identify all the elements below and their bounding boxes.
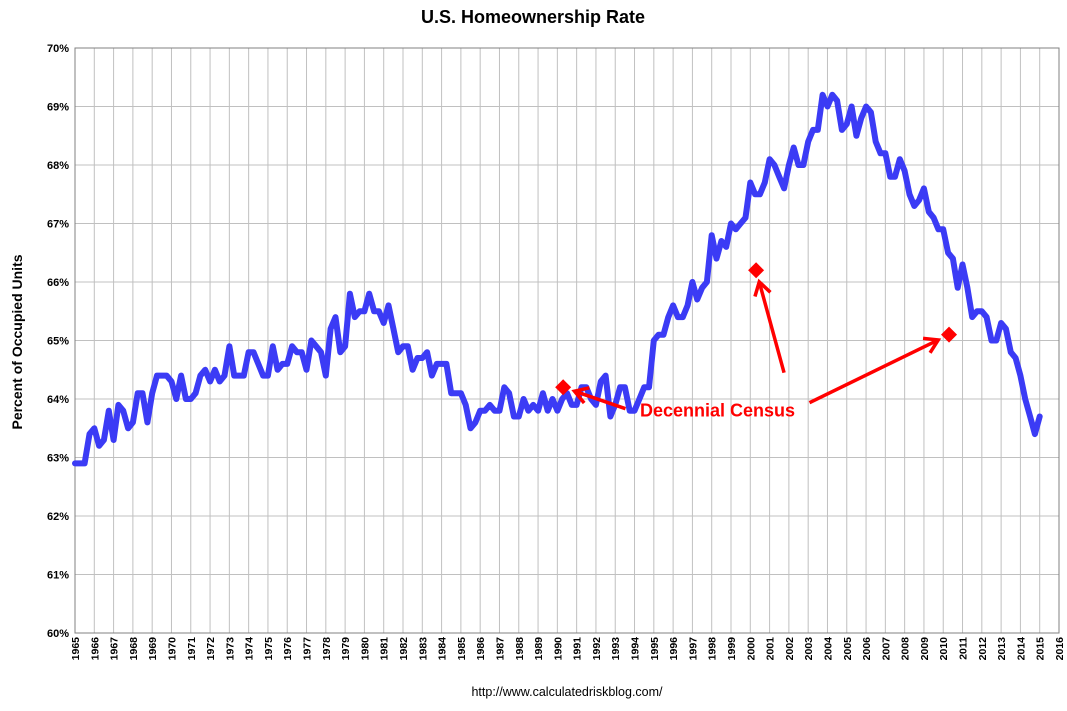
x-tick-label: 2011 bbox=[958, 637, 970, 660]
x-tick-label: 1977 bbox=[302, 637, 314, 661]
x-tick-label: 1990 bbox=[552, 637, 564, 661]
x-tick-label: 2003 bbox=[803, 637, 815, 661]
x-tick-label: 2009 bbox=[919, 637, 931, 661]
annotation-arrow-head bbox=[571, 386, 590, 405]
x-tick-label: 1972 bbox=[205, 637, 217, 661]
x-tick-label: 2006 bbox=[861, 637, 873, 661]
annotation-arrow bbox=[808, 338, 940, 405]
x-tick-label: 2016 bbox=[1054, 637, 1066, 661]
x-tick-label: 1980 bbox=[359, 637, 371, 661]
series-line bbox=[72, 91, 1043, 467]
x-tick-label: 1986 bbox=[475, 637, 487, 661]
x-tick-label: 2015 bbox=[1035, 637, 1047, 661]
x-tick-label: 1994 bbox=[630, 637, 642, 661]
y-tick-label: 61% bbox=[47, 570, 69, 582]
x-tick-label: 2004 bbox=[822, 637, 834, 661]
annotation-decennial-census: Decennial Census bbox=[640, 401, 795, 421]
y-tick-label: 63% bbox=[47, 453, 69, 465]
plot-area-border bbox=[74, 47, 1060, 634]
x-tick-label: 1974 bbox=[244, 637, 256, 661]
x-tick-label: 2005 bbox=[842, 637, 854, 661]
x-tick-label: 1979 bbox=[340, 637, 352, 661]
y-tick-label: 66% bbox=[47, 277, 69, 289]
y-axis-label: Percent of Occupied Units bbox=[9, 254, 25, 429]
x-tick-label: 1983 bbox=[417, 637, 429, 661]
annotation-arrow bbox=[757, 281, 786, 374]
x-tick-label: 1966 bbox=[89, 637, 101, 661]
y-tick-label: 64% bbox=[47, 394, 69, 406]
x-tick-label: 2001 bbox=[765, 637, 777, 661]
annotation-arrow-head bbox=[922, 336, 942, 354]
x-tick-label: 2014 bbox=[1015, 637, 1027, 661]
x-tick-label: 1967 bbox=[109, 637, 121, 661]
x-tick-label: 1999 bbox=[726, 637, 738, 661]
census-marker bbox=[941, 326, 958, 343]
x-tick-label: 1992 bbox=[591, 637, 603, 661]
x-tick-label: 1993 bbox=[610, 637, 622, 661]
y-tick-label: 65% bbox=[47, 336, 69, 348]
x-tick-label: 1981 bbox=[379, 637, 391, 661]
grid-lines bbox=[74, 47, 1060, 634]
census-markers bbox=[555, 262, 958, 396]
y-tick-label: 62% bbox=[47, 511, 69, 523]
x-tick-label: 1968 bbox=[128, 637, 140, 661]
x-tick-label: 1998 bbox=[707, 637, 719, 661]
x-tick-label: 1982 bbox=[398, 637, 410, 661]
x-tick-label: 2013 bbox=[996, 637, 1008, 661]
x-tick-label: 1976 bbox=[282, 637, 294, 661]
x-tick-label: 1978 bbox=[321, 637, 333, 661]
x-tick-label: 2008 bbox=[900, 637, 912, 661]
annotation-arrows bbox=[571, 278, 942, 411]
x-tick-label: 2002 bbox=[784, 637, 796, 661]
census-marker bbox=[555, 379, 572, 396]
x-tick-label: 1970 bbox=[166, 637, 178, 661]
x-tick-label: 1984 bbox=[437, 637, 449, 661]
y-tick-label: 67% bbox=[47, 219, 69, 231]
x-tick-label: 1988 bbox=[514, 637, 526, 661]
annotation-arrow-head bbox=[753, 278, 772, 298]
x-tick-label: 2007 bbox=[880, 637, 892, 661]
x-tick-label: 1995 bbox=[649, 637, 661, 661]
annotation-arrow bbox=[573, 389, 627, 411]
x-tick-label: 2010 bbox=[938, 637, 950, 661]
series-layer bbox=[72, 91, 1043, 467]
x-tick-label: 2012 bbox=[977, 637, 989, 661]
census-marker bbox=[748, 262, 765, 279]
y-tick-label: 70% bbox=[47, 43, 69, 55]
y-tick-label: 60% bbox=[47, 628, 69, 640]
x-tick-label: 1991 bbox=[572, 637, 584, 661]
x-tick-label: 1969 bbox=[147, 637, 159, 661]
source-url: http://www.calculatedriskblog.com/ bbox=[471, 685, 663, 699]
x-tick-label: 1965 bbox=[70, 637, 82, 661]
x-tick-label: 1985 bbox=[456, 637, 468, 661]
x-tick-label: 1987 bbox=[494, 637, 506, 661]
x-tick-label: 1975 bbox=[263, 637, 275, 661]
x-tick-label: 1989 bbox=[533, 637, 545, 661]
x-tick-label: 1997 bbox=[687, 637, 699, 661]
y-tick-label: 69% bbox=[47, 102, 69, 114]
x-tick-label: 1996 bbox=[668, 637, 680, 661]
y-tick-label: 68% bbox=[47, 160, 69, 172]
x-tick-label: 1973 bbox=[224, 637, 236, 661]
x-tick-label: 2000 bbox=[745, 637, 757, 661]
x-tick-labels: 1965 1966 1967 1968 1969 1970 1971 1972 1973 1974… bbox=[70, 637, 1066, 661]
y-tick-labels: 60% 61% 62% 63% 64% 65% 66% 67% 68% 69% 70% bbox=[47, 43, 69, 640]
x-tick-label: 1971 bbox=[186, 637, 198, 661]
chart-title: U.S. Homeownership Rate bbox=[421, 7, 645, 27]
